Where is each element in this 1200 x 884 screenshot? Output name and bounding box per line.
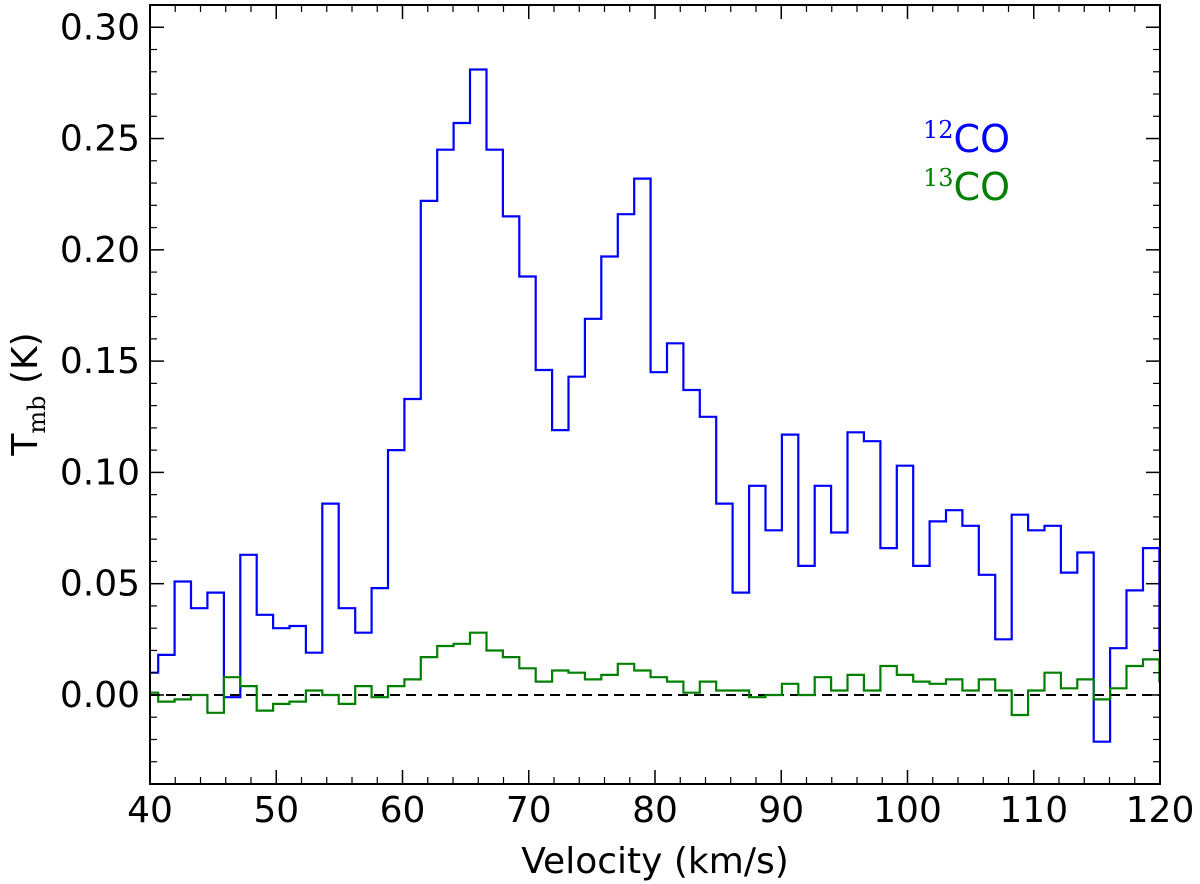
y-axis-label-unit: (K) xyxy=(5,332,46,395)
x-tick-label: 60 xyxy=(380,790,426,831)
plot-frame xyxy=(149,4,1161,785)
x-tick-label: 80 xyxy=(632,790,678,831)
x-tick-label: 40 xyxy=(127,790,173,831)
x-axis-label: Velocity (km/s) xyxy=(521,841,789,882)
legend-13co-superscript: 13 xyxy=(923,164,954,192)
legend-12co-label: CO xyxy=(954,117,1010,161)
y-tick-label: 0.25 xyxy=(60,119,140,160)
axis-ticks xyxy=(149,4,1161,785)
legend-entry-13co: 13CO xyxy=(923,164,1010,209)
y-tick-label: 0.15 xyxy=(60,341,140,382)
axis-tick-labels: 40 50 60 70 80 90 100 110 120 0.00 0.05 0.10 0.15 0.2… xyxy=(60,7,1195,831)
y-tick-label: 0.00 xyxy=(60,675,140,716)
legend-13co-label: CO xyxy=(954,165,1010,209)
y-axis-label-sub: mb xyxy=(23,396,51,434)
svg-text:Tmb (K): Tmb (K) xyxy=(5,332,51,456)
x-tick-label: 90 xyxy=(758,790,804,831)
legend-12co-superscript: 12 xyxy=(923,116,954,144)
y-axis-label: Tmb (K) xyxy=(5,332,51,456)
y-tick-label: 0.30 xyxy=(60,7,140,48)
x-tick-label: 50 xyxy=(253,790,299,831)
x-tick-label: 110 xyxy=(999,790,1068,831)
y-tick-label: 0.10 xyxy=(60,452,140,493)
x-tick-label: 120 xyxy=(1126,790,1195,831)
y-tick-label: 0.20 xyxy=(60,230,140,271)
x-tick-label: 70 xyxy=(506,790,552,831)
legend-entry-12co: 12CO xyxy=(923,116,1010,161)
y-axis-label-main: T xyxy=(5,433,46,457)
series-12co-line xyxy=(150,68,1160,743)
y-tick-label: 0.05 xyxy=(60,564,140,605)
x-tick-label: 100 xyxy=(873,790,942,831)
series-13co-line xyxy=(150,631,1160,717)
legend: 12CO 13CO xyxy=(923,116,1010,209)
